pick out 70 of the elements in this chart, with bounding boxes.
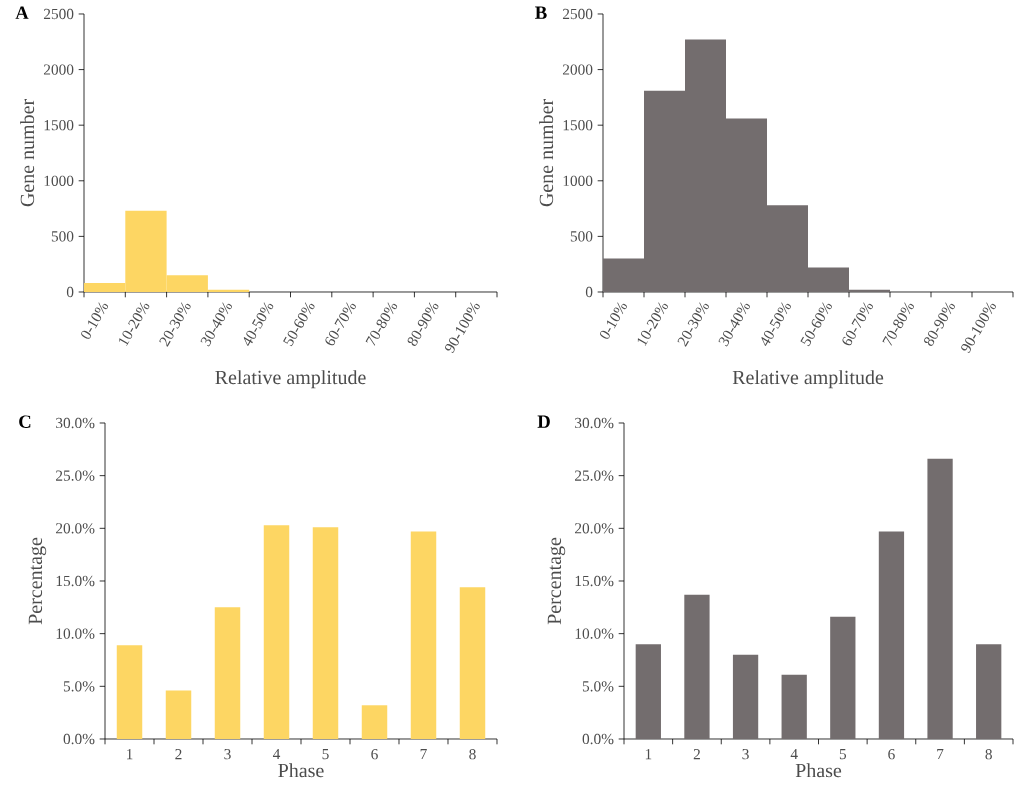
y-tick-label: 20.0% bbox=[575, 523, 614, 534]
bar bbox=[830, 616, 856, 739]
x-axis-title: Phase bbox=[278, 763, 324, 778]
y-tick-label: 0 bbox=[585, 286, 593, 298]
y-tick-label: 5.0% bbox=[63, 681, 95, 692]
y-tick-label: 2000 bbox=[43, 64, 74, 75]
bar bbox=[214, 607, 241, 739]
chart-title: A bbox=[15, 6, 29, 19]
y-tick-label: 2500 bbox=[562, 8, 593, 20]
y-tick-label: 15.0% bbox=[575, 575, 614, 587]
x-tick-label: 2 bbox=[693, 749, 700, 760]
y-tick-label: 2000 bbox=[562, 64, 593, 75]
y-tick-label: 500 bbox=[570, 231, 593, 242]
x-tick-label: 8 bbox=[469, 749, 476, 760]
x-tick-label: 7 bbox=[937, 749, 944, 760]
y-tick-label: 25.0% bbox=[56, 470, 95, 481]
y-tick-label: 1500 bbox=[563, 120, 593, 131]
bar bbox=[361, 705, 388, 739]
x-tick-label: 6 bbox=[888, 749, 895, 760]
bar bbox=[410, 531, 437, 739]
y-tick-label: 10.0% bbox=[575, 628, 614, 639]
bar bbox=[635, 644, 661, 739]
bar bbox=[263, 525, 290, 739]
x-tick-label: 1 bbox=[645, 749, 652, 760]
y-axis-title: Percentage bbox=[547, 537, 566, 625]
bar bbox=[165, 690, 192, 739]
y-tick-label: 25.0% bbox=[575, 470, 614, 481]
y-tick-label: 1000 bbox=[563, 175, 593, 186]
y-axis-title: Percentage bbox=[28, 537, 47, 625]
bar bbox=[459, 587, 486, 739]
chart-title: B bbox=[535, 6, 547, 19]
x-tick-label: 2 bbox=[175, 749, 182, 760]
x-tick-label: 3 bbox=[224, 749, 231, 760]
bar bbox=[878, 531, 905, 739]
bar bbox=[116, 645, 143, 739]
x-axis-title: Relative amplitude bbox=[215, 370, 366, 389]
x-tick-label: 8 bbox=[985, 749, 992, 760]
x-tick-label: 5 bbox=[322, 749, 329, 760]
x-tick-label: 4 bbox=[272, 749, 281, 760]
y-tick-label: 2500 bbox=[43, 8, 74, 20]
y-tick-label: 30.0% bbox=[56, 417, 95, 429]
y-tick-label: 1500 bbox=[44, 120, 74, 131]
x-tick-label: 5 bbox=[839, 749, 847, 760]
y-axis-title: Gene number bbox=[539, 99, 554, 207]
x-axis-title: Relative amplitude bbox=[732, 370, 884, 389]
chart-title: C bbox=[19, 415, 31, 428]
x-axis-title: Phase bbox=[795, 763, 842, 778]
y-tick-label: 30.0% bbox=[575, 417, 614, 429]
y-axis-title: Gene number bbox=[20, 99, 35, 207]
y-tick-label: 15.0% bbox=[56, 575, 95, 587]
x-tick-label: 1 bbox=[127, 749, 133, 760]
y-tick-label: 20.0% bbox=[56, 523, 95, 534]
bar bbox=[732, 654, 759, 739]
y-tick-label: 5.0% bbox=[582, 681, 614, 692]
bar bbox=[927, 458, 953, 739]
bar bbox=[976, 644, 1002, 739]
y-tick-label: 0.0% bbox=[63, 733, 95, 745]
bar bbox=[781, 674, 807, 739]
y-tick-label: 500 bbox=[51, 231, 74, 242]
y-tick-label: 10.0% bbox=[56, 628, 95, 639]
chart-title: D bbox=[537, 415, 550, 428]
y-tick-label: 0.0% bbox=[582, 733, 614, 745]
x-tick-label: 3 bbox=[742, 749, 749, 760]
bar bbox=[684, 594, 710, 739]
x-tick-label: 6 bbox=[371, 749, 378, 760]
x-tick-label: 4 bbox=[790, 749, 798, 760]
y-tick-label: 1000 bbox=[44, 175, 74, 186]
y-tick-label: 0 bbox=[66, 286, 74, 298]
bar bbox=[312, 527, 339, 739]
x-tick-label: 7 bbox=[420, 749, 427, 760]
